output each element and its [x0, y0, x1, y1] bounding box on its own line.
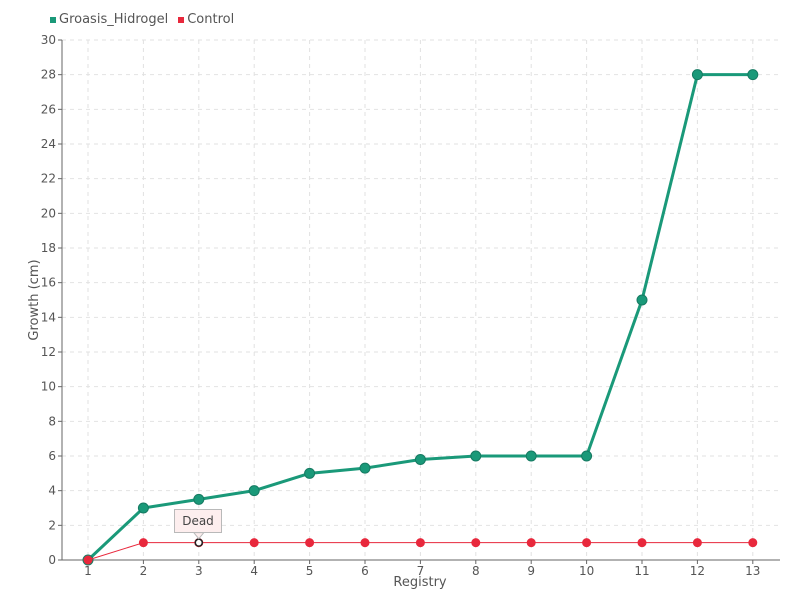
data-point-1 — [83, 555, 93, 565]
data-point-1 — [249, 538, 259, 548]
y-tick-label: 28 — [41, 68, 56, 82]
legend-label-control: Control — [187, 12, 235, 27]
legend-label-groasis: Groasis_Hidrogel — [59, 12, 169, 27]
x-tick-label: 11 — [634, 564, 649, 578]
data-point-1 — [582, 538, 592, 548]
series-group — [82, 69, 759, 566]
x-tick-label: 9 — [527, 564, 535, 578]
annotation-tooltip: Dead — [174, 509, 222, 533]
data-point-0 — [137, 502, 149, 514]
y-tick-label: 24 — [41, 137, 56, 151]
data-point-0 — [691, 69, 703, 81]
legend: Groasis_Hidrogel Control — [50, 12, 234, 27]
x-tick-label: 6 — [361, 564, 369, 578]
grid-lines — [62, 39, 780, 560]
y-tick-label: 12 — [41, 345, 56, 359]
data-point-1 — [305, 538, 315, 548]
y-tick-label: 2 — [48, 518, 56, 532]
legend-swatch-groasis — [50, 16, 56, 23]
data-point-1 — [526, 538, 536, 548]
x-tick-label: 5 — [306, 564, 314, 578]
data-point-0 — [581, 450, 593, 462]
data-point-1 — [360, 538, 370, 548]
y-tick-label: 10 — [41, 380, 56, 394]
annotation-pointer — [192, 532, 205, 540]
annotation-text: Dead — [182, 514, 214, 528]
x-tick-label: 4 — [250, 564, 258, 578]
data-point-1 — [138, 538, 148, 548]
x-tick-label: 7 — [417, 564, 425, 578]
x-tick-label: 13 — [745, 564, 760, 578]
x-tick-label: 2 — [140, 564, 148, 578]
y-tick-label: 26 — [41, 102, 56, 116]
x-axis-title: Registry — [393, 575, 447, 590]
y-axis-title: Growth (cm) — [27, 259, 42, 340]
x-tick-label: 12 — [690, 564, 705, 578]
data-point-1 — [637, 538, 647, 548]
x-tick-label: 3 — [195, 564, 203, 578]
data-point-0 — [414, 453, 426, 465]
data-point-0 — [304, 467, 316, 479]
data-point-0 — [636, 294, 648, 306]
y-tick-label: 14 — [41, 310, 56, 324]
y-tick-label: 22 — [41, 172, 56, 186]
y-tick-label: 8 — [48, 414, 56, 428]
data-point-1 — [415, 538, 425, 548]
y-tick-label: 16 — [41, 276, 56, 290]
y-tick-label: 18 — [41, 241, 56, 255]
legend-swatch-control — [178, 16, 185, 23]
data-point-0 — [359, 462, 371, 474]
x-tick-label: 1 — [84, 564, 92, 578]
legend-item-control[interactable]: Control — [178, 12, 234, 27]
data-point-1 — [471, 538, 481, 548]
legend-item-groasis[interactable]: Groasis_Hidrogel — [50, 12, 168, 27]
y-tick-label: 20 — [41, 206, 56, 220]
data-point-0 — [193, 493, 205, 505]
data-point-1 — [692, 538, 702, 548]
annotation-marker — [194, 538, 204, 547]
data-point-0 — [525, 450, 537, 462]
x-tick-label: 10 — [579, 564, 594, 578]
data-point-0 — [747, 69, 759, 81]
y-tick-label: 0 — [48, 553, 56, 567]
y-tick-label: 6 — [48, 449, 56, 463]
data-point-0 — [248, 485, 260, 497]
y-tick-label: 30 — [41, 33, 56, 47]
data-point-1 — [748, 538, 758, 548]
x-tick-label: 8 — [472, 564, 480, 578]
data-point-0 — [470, 450, 482, 462]
y-tick-label: 4 — [48, 484, 56, 498]
